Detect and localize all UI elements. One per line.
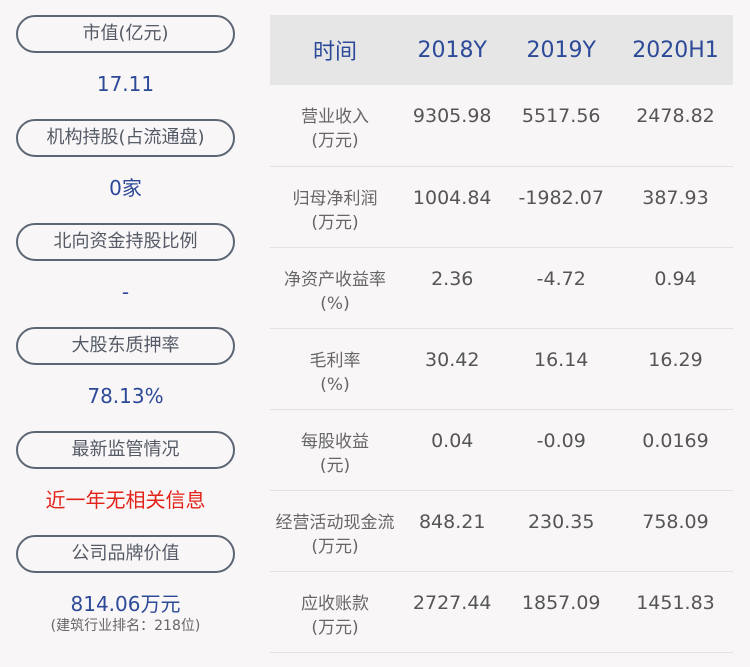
metric-unit: (万元) bbox=[311, 131, 359, 151]
regulation-block: 最新监管情况近一年无相关信息 bbox=[16, 431, 235, 535]
table-header: 时间 2018Y 2019Y 2020H1 bbox=[270, 15, 733, 85]
table-row: 经营活动现金流 (万元) 848.21 230.35 758.09 bbox=[270, 490, 733, 572]
cell-value: -1982.07 bbox=[504, 166, 618, 248]
table-row: 毛利率 (%) 30.42 16.14 16.29 bbox=[270, 328, 733, 410]
metric-name: 净资产收益率 bbox=[284, 269, 386, 290]
table-row: 每股收益 (元) 0.04 -0.09 0.0169 bbox=[270, 409, 733, 491]
row-label: 毛利率 (%) bbox=[270, 328, 400, 410]
cell-value: 1451.83 bbox=[617, 571, 733, 653]
metric-name: 营业收入 bbox=[301, 107, 369, 127]
label-pill: 北向资金持股比例 bbox=[16, 223, 235, 261]
cell-value: 2478.82 bbox=[617, 85, 733, 167]
table-row: 应收账款 (万元) 2727.44 1857.09 1451.83 bbox=[270, 571, 733, 653]
metric-unit: (万元) bbox=[311, 212, 359, 233]
metric-name: 每股收益 bbox=[301, 431, 369, 452]
value: - bbox=[121, 280, 130, 304]
header-2020h1: 2020H1 bbox=[617, 15, 733, 85]
institutional-holdings-block: 机构持股(占流通盘) 0家 bbox=[16, 119, 235, 223]
table-row: 归母净利润 (万元) 1004.84 -1982.07 387.93 bbox=[270, 166, 733, 248]
header-time: 时间 bbox=[270, 15, 400, 85]
cell-value: 2.36 bbox=[400, 247, 505, 329]
cell-value: -0.09 bbox=[504, 409, 618, 491]
metric-unit: (%) bbox=[320, 293, 350, 314]
cell-value: 0.0169 bbox=[617, 409, 733, 491]
value: 78.13% bbox=[87, 384, 164, 408]
metric-name: 毛利率 bbox=[309, 350, 361, 371]
cell-value: 0.04 bbox=[400, 409, 505, 491]
metric-unit: (万元) bbox=[311, 617, 359, 638]
northbound-holdings-block: 北向资金持股比例 - bbox=[16, 223, 235, 327]
cell-value: 758.09 bbox=[617, 490, 733, 572]
metric-name: 归母净利润 bbox=[292, 188, 378, 209]
value: 814.06万元 bbox=[70, 592, 181, 616]
label-pill: 公司品牌价值 bbox=[16, 535, 235, 573]
cell-value: -4.72 bbox=[504, 247, 618, 329]
cell-value: 16.29 bbox=[617, 328, 733, 410]
label-pill: 市值(亿元) bbox=[16, 15, 235, 53]
metric-unit: (%) bbox=[320, 374, 350, 395]
cell-value: 848.21 bbox=[400, 490, 505, 572]
metric-name: 经营活动现金流 bbox=[275, 512, 395, 533]
label-pill: 大股东质押率 bbox=[16, 327, 235, 365]
cell-value: 2727.44 bbox=[400, 571, 505, 653]
metric-unit: (元) bbox=[319, 455, 351, 476]
label-pill: 最新监管情况 bbox=[16, 431, 235, 469]
row-label: 每股收益 (元) bbox=[270, 409, 400, 491]
value: 17.11 bbox=[96, 72, 155, 96]
cell-value: 5517.56 bbox=[504, 85, 618, 167]
pledge-ratio-block: 大股东质押率 78.13% bbox=[16, 327, 235, 431]
cell-value: 230.35 bbox=[504, 490, 618, 572]
label-pill: 机构持股(占流通盘) bbox=[16, 119, 235, 157]
brand-value-block: 公司品牌价值 814.06万元 (建筑行业排名：218位) bbox=[16, 535, 235, 639]
cell-value: 9305.98 bbox=[400, 85, 505, 167]
header-2018: 2018Y bbox=[400, 15, 505, 85]
table-row: 净资产收益率 (%) 2.36 -4.72 0.94 bbox=[270, 247, 733, 329]
header-2019: 2019Y bbox=[504, 15, 618, 85]
row-label: 归母净利润 (万元) bbox=[270, 166, 400, 248]
financial-table: 时间 2018Y 2019Y 2020H1 营业收入 (万元) 9305.98 551… bbox=[270, 15, 733, 653]
table-row: 营业收入 (万元) 9305.98 5517.56 2478.82 bbox=[270, 85, 733, 167]
ranking-note: (建筑行业排名：218位) bbox=[50, 618, 201, 634]
row-label: 经营活动现金流 (万元) bbox=[270, 490, 400, 572]
row-label: 营业收入 (万元) bbox=[270, 85, 400, 167]
cell-value: 387.93 bbox=[617, 166, 733, 248]
value: 0家 bbox=[109, 176, 142, 200]
cell-value: 1004.84 bbox=[400, 166, 505, 248]
cell-value: 0.94 bbox=[617, 247, 733, 329]
row-label: 净资产收益率 (%) bbox=[270, 247, 400, 329]
value: 近一年无相关信息 bbox=[45, 488, 206, 512]
cell-value: 30.42 bbox=[400, 328, 505, 410]
metric-name: 应收账款 bbox=[301, 593, 369, 614]
stock-summary-panel: 市值(亿元) 17.11 机构持股(占流通盘) 0家 北向资金持股比例 - 大股东质押… bbox=[16, 15, 235, 639]
market-cap-block: 市值(亿元) 17.11 bbox=[16, 15, 235, 119]
cell-value: 1857.09 bbox=[504, 571, 618, 653]
cell-value: 16.14 bbox=[504, 328, 618, 410]
metric-unit: (万元) bbox=[311, 536, 359, 557]
row-label: 应收账款 (万元) bbox=[270, 571, 400, 653]
